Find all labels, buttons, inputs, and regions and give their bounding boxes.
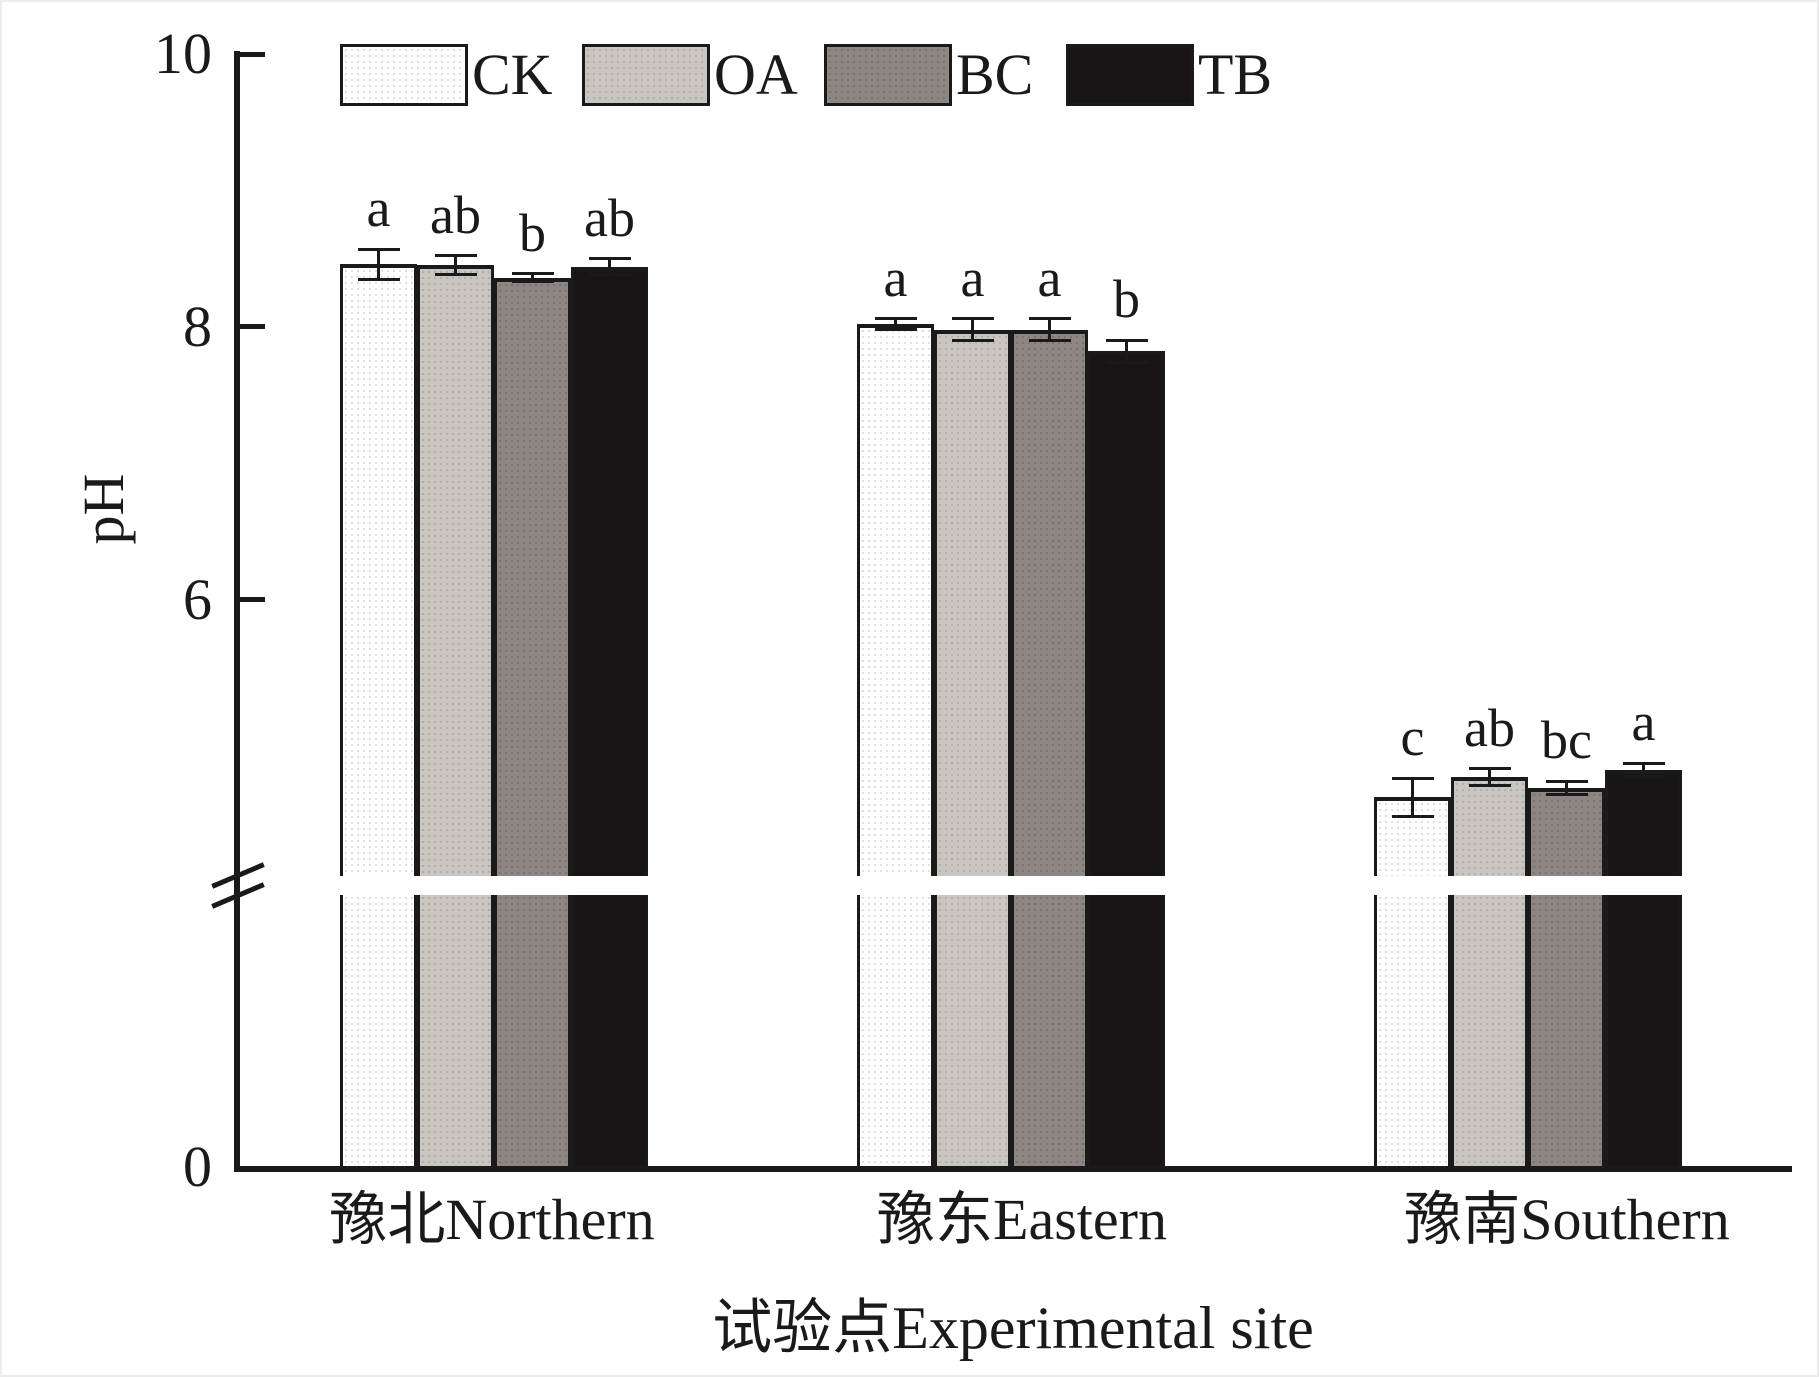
error-bar-BC-2 — [1565, 781, 1568, 795]
sig-letter-BC-1: a — [1037, 247, 1062, 308]
error-bar-OA-0 — [454, 255, 457, 275]
error-cap-bottom-CK-2 — [1391, 814, 1434, 818]
y-axis-line — [234, 51, 240, 1172]
sig-letter-CK-0: a — [366, 178, 391, 239]
bar-BC-2-upper — [1528, 787, 1605, 876]
error-cap-top-CK-2 — [1391, 776, 1434, 780]
error-bar-TB-1 — [1125, 340, 1128, 363]
y-axis-title: pH — [71, 473, 136, 545]
error-bar-TB-2 — [1642, 763, 1645, 777]
legend-label-oa: OA — [714, 42, 798, 107]
bar-BC-0-upper — [494, 277, 571, 876]
x-tick-label-southern: 豫南Southern — [1404, 1187, 1730, 1252]
error-cap-bottom-OA-2 — [1468, 783, 1511, 787]
bar-BC-1-lower — [1011, 895, 1088, 1166]
bar-BC-2-lower — [1528, 895, 1605, 1166]
bar-OA-1-lower — [934, 895, 1011, 1166]
legend-item-ck: CK — [340, 44, 553, 106]
sig-letter-TB-2: a — [1631, 692, 1656, 753]
error-cap-bottom-OA-0 — [434, 273, 477, 277]
error-cap-bottom-OA-1 — [951, 338, 994, 342]
legend-label-tb: TB — [1198, 42, 1273, 107]
error-bar-BC-1 — [1048, 318, 1051, 341]
error-bar-CK-1 — [894, 318, 897, 330]
error-cap-top-TB-2 — [1622, 761, 1665, 765]
legend-swatch-tb — [1066, 44, 1194, 106]
bar-TB-0-lower — [571, 895, 648, 1166]
error-bar-CK-2 — [1411, 778, 1414, 817]
error-cap-bottom-BC-2 — [1545, 793, 1588, 797]
sig-letter-OA-0: ab — [430, 184, 481, 245]
error-cap-bottom-TB-1 — [1105, 360, 1148, 364]
y-tick-label-8: 8 — [183, 293, 212, 359]
bar-CK-0-upper — [340, 264, 417, 876]
error-cap-bottom-BC-1 — [1028, 338, 1071, 342]
error-cap-bottom-BC-0 — [511, 280, 554, 284]
bar-CK-1-upper — [857, 324, 934, 876]
bar-OA-0-upper — [417, 265, 494, 876]
bar-OA-0-lower — [417, 895, 494, 1166]
legend-item-bc: BC — [824, 44, 1033, 106]
error-cap-top-BC-1 — [1028, 317, 1071, 321]
error-bar-BC-0 — [531, 273, 534, 282]
error-bar-TB-0 — [608, 258, 611, 275]
sig-letter-OA-2: ab — [1464, 697, 1515, 758]
bar-OA-2-upper — [1451, 776, 1528, 876]
error-cap-top-OA-2 — [1468, 767, 1511, 771]
bar-TB-2-lower — [1605, 895, 1682, 1166]
error-cap-top-BC-0 — [511, 272, 554, 276]
error-cap-bottom-CK-0 — [357, 277, 400, 281]
x-axis-title: 试验点Experimental site — [712, 1295, 1314, 1361]
sig-letter-BC-0: b — [519, 202, 546, 263]
y-tick-mark-10 — [240, 51, 265, 57]
error-cap-top-CK-0 — [357, 247, 400, 251]
sig-letter-CK-2: c — [1400, 707, 1425, 768]
bar-CK-2-lower — [1374, 895, 1451, 1166]
error-cap-top-BC-2 — [1545, 779, 1588, 783]
error-bar-CK-0 — [377, 249, 380, 280]
bar-TB-1-lower — [1088, 895, 1165, 1166]
legend-swatch-ck — [340, 44, 468, 106]
x-tick-label-eastern: 豫东Eastern — [877, 1187, 1167, 1252]
legend-label-ck: CK — [472, 42, 553, 107]
y-tick-label-10: 10 — [154, 21, 212, 86]
legend-item-tb: TB — [1066, 44, 1272, 106]
bar-CK-0-lower — [340, 895, 417, 1166]
error-bar-OA-2 — [1488, 768, 1491, 786]
error-cap-top-CK-1 — [874, 317, 917, 321]
error-cap-bottom-CK-1 — [874, 328, 917, 332]
error-cap-bottom-TB-0 — [588, 273, 631, 277]
bar-TB-0-upper — [571, 266, 648, 876]
y-tick-mark-8 — [240, 324, 265, 330]
y-tick-label-0: 0 — [183, 1134, 212, 1199]
bar-TB-2-upper — [1605, 770, 1682, 876]
y-tick-mark-6 — [240, 597, 265, 603]
error-cap-top-OA-1 — [951, 317, 994, 321]
legend-swatch-bc — [824, 44, 952, 106]
error-cap-top-TB-1 — [1105, 338, 1148, 342]
bar-BC-0-lower — [494, 895, 571, 1166]
y-tick-label-6: 6 — [183, 566, 212, 632]
sig-letter-TB-1: b — [1113, 269, 1140, 330]
sig-letter-OA-1: a — [960, 247, 985, 308]
sig-letter-TB-0: ab — [584, 187, 635, 248]
bar-BC-1-upper — [1011, 329, 1088, 876]
error-cap-top-TB-0 — [588, 257, 631, 261]
legend-label-bc: BC — [956, 42, 1034, 107]
x-axis-line — [234, 1166, 1792, 1172]
error-cap-bottom-TB-2 — [1622, 775, 1665, 779]
bar-TB-1-upper — [1088, 351, 1165, 876]
bar-OA-2-lower — [1451, 895, 1528, 1166]
legend-item-oa: OA — [582, 44, 798, 106]
x-tick-label-northern: 豫北Northern — [329, 1187, 655, 1252]
legend-swatch-oa — [582, 44, 710, 106]
error-cap-top-OA-0 — [434, 254, 477, 258]
sig-letter-CK-1: a — [883, 247, 908, 308]
error-bar-OA-1 — [971, 318, 974, 341]
bar-OA-1-upper — [934, 329, 1011, 876]
sig-letter-BC-2: bc — [1541, 710, 1592, 770]
bar-CK-1-lower — [857, 895, 934, 1166]
